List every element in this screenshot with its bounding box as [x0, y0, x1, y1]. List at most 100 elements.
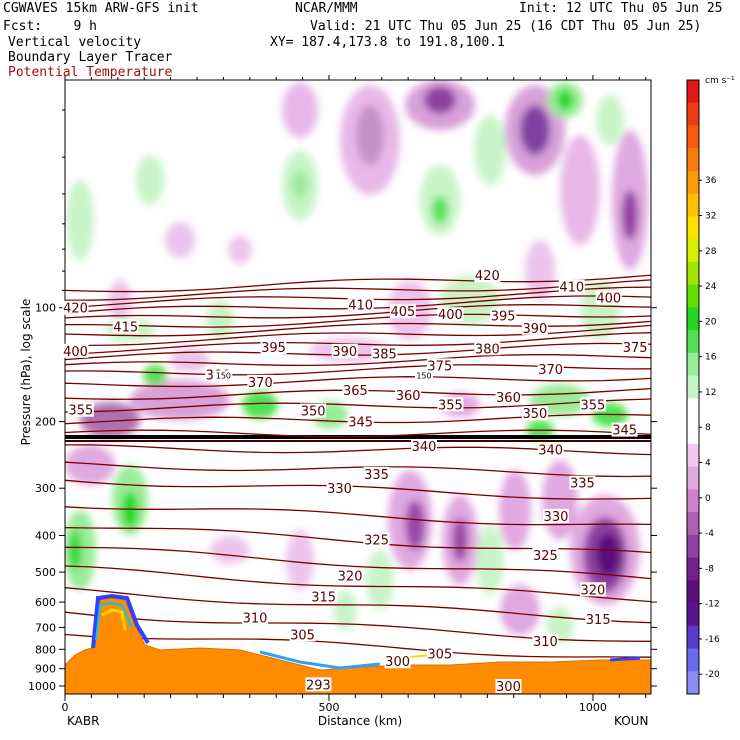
theta-contour	[65, 633, 651, 658]
colorbar-units: cm s⁻¹	[705, 76, 735, 86]
theta-contour	[65, 332, 651, 355]
y-tick-label: 300	[35, 482, 56, 495]
theta-label: 330	[327, 482, 352, 497]
theta-label: 335	[570, 477, 595, 492]
colorbar-swatch	[687, 648, 699, 672]
theta-label-bg	[532, 633, 559, 648]
theta-contour	[65, 565, 651, 603]
theta-label: 355	[68, 404, 93, 419]
colorbar-tick-label: -16	[705, 635, 720, 645]
colorbar-tick-label: 32	[705, 212, 716, 222]
theta-label: 420	[63, 302, 88, 317]
y-tick-label: 500	[35, 566, 56, 579]
theta-label: 360	[496, 391, 521, 406]
colorbar-swatch	[687, 489, 699, 513]
field-boundary-layer-tracer: Boundary Layer Tracer	[8, 50, 173, 65]
colorbar-swatch	[687, 466, 699, 490]
theta-label-bg	[437, 307, 464, 322]
colorbar-swatch	[687, 125, 699, 149]
colorbar-tick-label: 12	[705, 388, 716, 398]
theta-label: 350	[301, 405, 326, 420]
theta-label-bg	[474, 341, 501, 356]
colorbar-tick-label: 28	[705, 247, 717, 257]
colorbar-swatch	[687, 307, 699, 331]
theta-label-bg	[490, 308, 517, 323]
theta-label-bg	[363, 532, 390, 547]
colorbar-swatch	[687, 170, 699, 195]
theta-label: 365	[343, 384, 368, 399]
theta-label: 293	[306, 678, 331, 693]
theta-label: 315	[586, 613, 611, 628]
theta-label-bg	[112, 319, 139, 334]
colorbar-swatch	[687, 557, 699, 581]
colorbar-tick-label: 0	[705, 494, 711, 504]
y-tick-label: 400	[35, 529, 56, 542]
theta-label-bg	[426, 358, 453, 373]
y-tick-label: 200	[35, 416, 56, 429]
theta-label-bg	[289, 627, 316, 642]
theta-label: 355	[438, 398, 463, 413]
theta-label: 370	[248, 376, 273, 391]
colorbar-tick-label: 16	[705, 353, 717, 363]
theta-label: 305	[290, 628, 315, 643]
theta-label-bg	[542, 508, 569, 523]
theta-label-bg	[62, 343, 89, 358]
colorbar-tick-label: -12	[705, 600, 720, 610]
y-tick-label: 800	[35, 643, 56, 656]
colorbar-swatch	[687, 148, 699, 172]
theta-label-bg	[389, 303, 416, 318]
colorbar-swatch	[687, 239, 699, 263]
theta-label-bg	[260, 339, 287, 354]
theta-label: 310	[533, 635, 558, 650]
colorbar-swatch	[687, 534, 699, 559]
theta-contour	[65, 376, 651, 388]
theta-label-bg	[622, 339, 649, 354]
y-tick-label: 700	[35, 621, 56, 634]
colorbar-swatch	[687, 443, 699, 468]
theta-contour	[65, 506, 651, 526]
theta-label-bg	[558, 279, 585, 294]
colorbar: 36 32 28 24 20 16 12 8 4 0 -4 -8 -12 -16 -20	[686, 79, 720, 695]
theta-label: 405	[390, 305, 415, 320]
theta-label-bg	[347, 414, 374, 429]
theta-label-bg	[532, 547, 559, 562]
theta-label: 400	[596, 292, 621, 307]
theta-label-bg	[347, 297, 374, 312]
theta-contour	[65, 279, 651, 301]
theta-label-bg	[371, 346, 398, 361]
field-potential-temperature: Potential Temperature	[8, 65, 173, 80]
theta-contour	[65, 429, 651, 438]
theta-label: 400	[63, 345, 88, 360]
theta-label-bg	[326, 481, 353, 496]
colorbar-swatch	[687, 421, 699, 445]
theta-label-bg	[537, 442, 564, 457]
theta-contour	[65, 587, 651, 624]
colorbar-swatch	[687, 512, 699, 536]
x-axis-label: Distance (km)	[317, 714, 403, 728]
theta-label-bg	[300, 403, 327, 418]
theta-label-bg	[384, 654, 411, 669]
theta-contour	[65, 324, 651, 347]
small-label: 150	[416, 371, 431, 380]
theta-label-bg	[495, 678, 522, 693]
y-tick-label: 600	[35, 596, 56, 609]
colorbar-swatch	[687, 398, 699, 422]
theta-label: 330	[544, 510, 569, 525]
init-time: Init: 12 UTC Thu 05 Jun 25	[519, 1, 723, 16]
theta-label-bg	[342, 382, 369, 397]
valid-time: Valid: 21 UTC Thu 05 Jun 25 (16 CDT Thu …	[310, 19, 702, 34]
x-tick-label: 1000	[579, 701, 607, 714]
theta-label: 420	[475, 269, 500, 284]
theta-label: 300	[385, 655, 410, 670]
small-label: 150	[216, 371, 231, 380]
colorbar-tick-label: 4	[705, 459, 711, 469]
theta-label-bg	[395, 387, 422, 402]
theta-label: 340	[538, 443, 563, 458]
theta-contour	[65, 479, 651, 500]
org-label: NCAR/MMM	[295, 1, 358, 16]
theta-label: 390	[332, 345, 357, 360]
y-tick-label: 1000	[28, 680, 56, 693]
theta-label: 410	[559, 281, 584, 296]
theta-label-bg	[331, 343, 358, 358]
colorbar-swatch	[687, 330, 699, 354]
